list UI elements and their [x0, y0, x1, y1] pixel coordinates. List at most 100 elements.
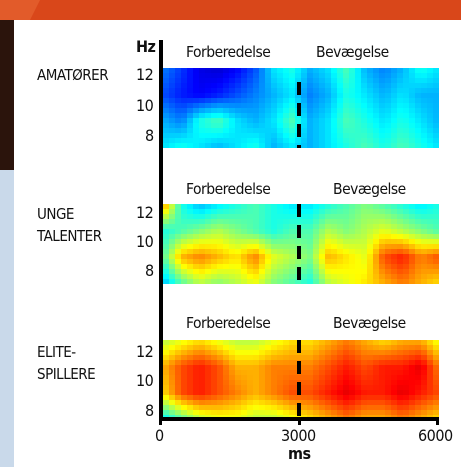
heatmap-cell — [211, 98, 218, 104]
heatmap-cell — [301, 254, 308, 260]
heatmap-cell — [289, 73, 296, 79]
heatmap-cell — [217, 73, 224, 79]
heatmap-cell — [283, 78, 290, 84]
heatmap-cell — [415, 254, 422, 260]
heatmap-cell — [181, 78, 188, 84]
heatmap-cell — [349, 264, 356, 270]
heatmap-cell — [433, 355, 439, 361]
heatmap-cell — [391, 128, 398, 134]
heatmap-cell — [385, 375, 392, 381]
heatmap-cell — [337, 113, 344, 119]
heatmap-cell — [271, 360, 278, 366]
heatmap-cell — [427, 239, 434, 245]
heatmap-cell — [343, 118, 350, 124]
heatmap-cell — [313, 390, 320, 396]
heatmap-cell — [163, 360, 170, 366]
heatmap-cell — [163, 400, 170, 406]
heatmap-cell — [355, 68, 362, 74]
heatmap-cell — [283, 239, 290, 245]
heatmap-cell — [169, 78, 176, 84]
heatmap-cell — [259, 143, 266, 148]
heatmap-cell — [337, 400, 344, 406]
heatmap-cell — [319, 219, 326, 225]
heatmap-cell — [415, 340, 422, 346]
heatmap-cell — [247, 380, 254, 386]
heatmap-cell — [235, 264, 242, 270]
heatmap-cell — [343, 138, 350, 144]
heatmap-cell — [331, 345, 338, 351]
heatmap-cell — [409, 219, 416, 225]
heatmap-cell — [277, 204, 284, 210]
heatmap-cell — [277, 83, 284, 89]
heatmap-cell — [181, 259, 188, 265]
heatmap-cell — [433, 365, 439, 371]
heatmap-cell — [319, 88, 326, 94]
heatmap-cell — [271, 108, 278, 114]
heatmap-cell — [193, 214, 200, 220]
heatmap-cell — [421, 68, 428, 74]
heatmap-cell — [379, 410, 386, 416]
heatmap-cell — [385, 118, 392, 124]
heatmap-cell — [169, 375, 176, 381]
heatmap-cell — [241, 123, 248, 129]
heatmap-cell — [193, 385, 200, 391]
heatmap-cell — [331, 204, 338, 210]
heatmap-cell — [205, 259, 212, 265]
heatmap-cell — [373, 390, 380, 396]
heatmap-cell — [259, 390, 266, 396]
heatmap-cell — [409, 204, 416, 210]
heatmap-cell — [259, 234, 266, 240]
heatmap-cell — [253, 219, 260, 225]
heatmap-cell — [415, 239, 422, 245]
heatmap-cell — [421, 405, 428, 411]
heatmap-cell — [421, 400, 428, 406]
heatmap-cell — [163, 370, 170, 376]
heatmap-cell — [223, 103, 230, 109]
heatmap-cell — [181, 73, 188, 79]
heatmap-cell — [355, 239, 362, 245]
heatmap-cell — [223, 405, 230, 411]
heatmap-cell — [169, 93, 176, 99]
heatmap-cell — [193, 88, 200, 94]
heatmap-cell — [361, 345, 368, 351]
heatmap-cell — [367, 340, 374, 346]
heatmap-cell — [247, 123, 254, 129]
heatmap-cell — [409, 123, 416, 129]
heatmap-cell — [391, 103, 398, 109]
heatmap-cell — [325, 380, 332, 386]
heatmap-cell — [313, 400, 320, 406]
heatmap-cell — [343, 375, 350, 381]
heatmap-cell — [301, 264, 308, 270]
heatmap-cell — [181, 98, 188, 104]
heatmap-cell — [349, 138, 356, 144]
heatmap-cell — [193, 405, 200, 411]
heatmap-cell — [409, 400, 416, 406]
heatmap-cell — [355, 234, 362, 240]
heatmap-cell — [301, 249, 308, 255]
heatmap-cell — [433, 98, 439, 104]
heatmap-cell — [415, 128, 422, 134]
heatmap-cell — [163, 350, 170, 356]
heatmap-cell — [235, 133, 242, 139]
heatmap-cell — [415, 143, 422, 148]
heatmap-cell — [169, 88, 176, 94]
heatmap-cell — [391, 143, 398, 148]
heatmap-cell — [187, 98, 194, 104]
heatmap-cell — [163, 78, 170, 84]
heatmap-cell — [349, 93, 356, 99]
heatmap-cell — [175, 128, 182, 134]
heatmap-cell — [235, 138, 242, 144]
heatmap-cell — [379, 123, 386, 129]
heatmap-cell — [187, 259, 194, 265]
heatmap-cell — [325, 93, 332, 99]
heatmap-cell — [415, 93, 422, 99]
heatmap-cell — [229, 244, 236, 250]
heatmap-cell — [277, 249, 284, 255]
heatmap-cell — [241, 133, 248, 139]
heatmap-cell — [205, 269, 212, 275]
heatmap-cell — [391, 214, 398, 220]
heatmap-cell — [433, 68, 439, 74]
heatmap-cell — [229, 370, 236, 376]
heatmap-cell — [349, 133, 356, 139]
heatmap-cell — [403, 229, 410, 235]
